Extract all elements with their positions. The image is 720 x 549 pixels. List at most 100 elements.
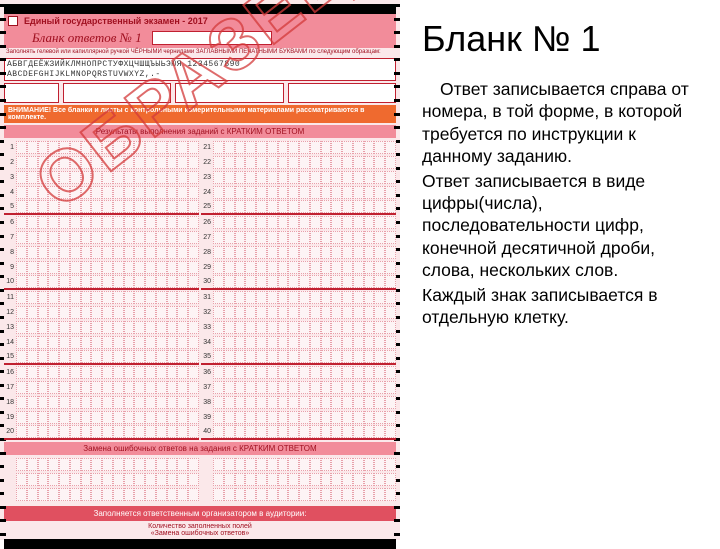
answer-row: 40 — [201, 425, 396, 440]
answer-cell — [256, 216, 267, 229]
answer-row: 31 — [201, 290, 396, 305]
answer-cell — [38, 156, 49, 169]
answer-cell — [27, 396, 38, 409]
answer-cell — [156, 141, 167, 154]
answer-cell — [278, 246, 289, 259]
answer-cell — [256, 200, 267, 213]
answer-cell — [113, 350, 124, 363]
answer-cell — [113, 200, 124, 213]
answer-cell — [288, 216, 299, 229]
answer-cell — [167, 336, 178, 349]
answer-cell — [156, 216, 167, 229]
answer-cell — [267, 411, 278, 424]
answer-cell — [188, 141, 199, 154]
answer-cell — [353, 231, 364, 244]
answer-cell — [134, 321, 145, 334]
answer-cell — [102, 141, 113, 154]
answer-cell — [364, 473, 375, 486]
answer-cell — [124, 200, 135, 213]
answer-cell — [70, 350, 81, 363]
answer-cell — [48, 411, 59, 424]
answer-cell — [374, 231, 385, 244]
answer-cell — [278, 381, 289, 394]
answer-cell — [213, 306, 224, 319]
answer-row — [4, 472, 199, 487]
answer-cell — [321, 396, 332, 409]
answer-cell — [235, 156, 246, 169]
answer-cell — [59, 396, 70, 409]
answer-cell — [224, 216, 235, 229]
row-number: 16 — [4, 369, 16, 376]
answer-cell — [331, 321, 342, 334]
answer-cell — [91, 366, 102, 379]
answer-cell — [134, 231, 145, 244]
answer-cell — [331, 246, 342, 259]
answer-cell — [385, 350, 396, 363]
answer-cell — [256, 321, 267, 334]
answer-form: Единый государственный экзамен - 2017 Бл… — [0, 0, 400, 540]
answer-row: 32 — [201, 305, 396, 320]
answer-cell — [256, 246, 267, 259]
timing-mark — [394, 31, 400, 34]
answer-cell — [156, 231, 167, 244]
row-number: 40 — [201, 428, 213, 435]
answer-cell — [81, 216, 92, 229]
answer-cell — [188, 306, 199, 319]
answer-cell — [267, 425, 278, 438]
answer-cell — [213, 231, 224, 244]
answer-cell — [267, 216, 278, 229]
answer-cell — [16, 291, 27, 304]
answer-cell — [224, 261, 235, 274]
answer-cell — [321, 231, 332, 244]
answer-cell — [27, 321, 38, 334]
answer-row: 8 — [4, 245, 199, 260]
answer-cell — [124, 381, 135, 394]
answer-cell — [374, 458, 385, 471]
timing-mark — [0, 452, 6, 455]
row-number: 1 — [4, 144, 16, 151]
answer-cell — [188, 231, 199, 244]
answer-cell — [331, 306, 342, 319]
answer-cell — [310, 156, 321, 169]
answer-cell — [156, 200, 167, 213]
answer-cell — [177, 473, 188, 486]
answer-cell — [124, 156, 135, 169]
answer-cell — [177, 186, 188, 199]
answer-cell — [353, 275, 364, 288]
answer-cell — [321, 336, 332, 349]
answer-cell — [385, 396, 396, 409]
answer-cell — [321, 411, 332, 424]
answer-cell — [235, 200, 246, 213]
answer-row: 23 — [201, 170, 396, 185]
answer-cell — [321, 141, 332, 154]
answer-cell — [48, 246, 59, 259]
answer-cell — [342, 291, 353, 304]
answer-cell — [353, 291, 364, 304]
answer-cell — [124, 396, 135, 409]
answer-cell — [113, 488, 124, 501]
answer-cell — [310, 458, 321, 471]
answer-cell — [177, 291, 188, 304]
answer-cell — [321, 381, 332, 394]
answer-cell — [310, 336, 321, 349]
answer-cell — [38, 261, 49, 274]
answer-cell — [278, 366, 289, 379]
row-number: 8 — [4, 249, 16, 256]
answer-cell — [16, 156, 27, 169]
answer-cell — [70, 156, 81, 169]
answer-cell — [245, 186, 256, 199]
answer-cell — [16, 275, 27, 288]
answer-cell — [310, 186, 321, 199]
answer-cell — [321, 261, 332, 274]
row-number: 6 — [4, 219, 16, 226]
answer-cell — [113, 275, 124, 288]
answer-cell — [321, 473, 332, 486]
answer-cell — [385, 488, 396, 501]
answer-cell — [91, 411, 102, 424]
answer-cell — [278, 425, 289, 438]
answer-cell — [167, 425, 178, 438]
answer-cell — [353, 321, 364, 334]
answer-cell — [167, 321, 178, 334]
answer-cell — [134, 156, 145, 169]
answer-cell — [16, 336, 27, 349]
